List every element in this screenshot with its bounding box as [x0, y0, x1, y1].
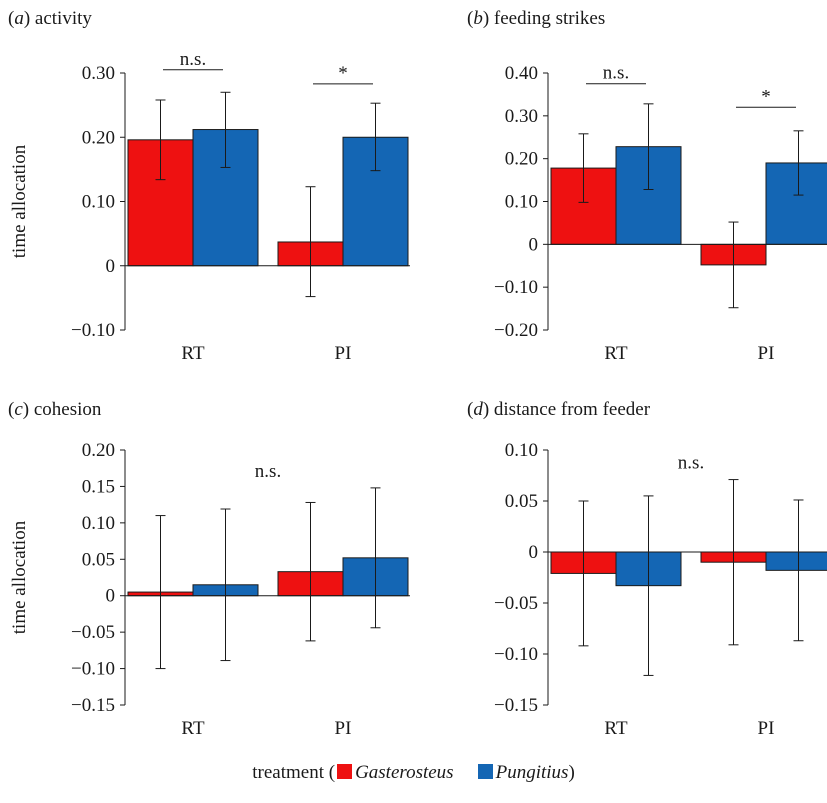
panel-c-y-tick-label: −0.15 [71, 695, 115, 716]
legend-swatch-gasterosteus [337, 764, 353, 779]
panel-a-significance-label: n.s. [180, 49, 206, 70]
panel-b-y-tick-label: 0.40 [505, 63, 538, 84]
panel-b-y-tick-label: 0.20 [505, 149, 538, 170]
panel-a-y-axis-label: time allocation [9, 144, 30, 258]
panel-d-y-tick-label: −0.05 [494, 593, 538, 614]
panel-b-y-tick-label: 0.10 [505, 192, 538, 213]
panel-b-y-tick-label: −0.10 [494, 277, 538, 298]
panel-a-significance-label: * [338, 63, 348, 84]
panel-a-y-tick-label: 0 [106, 256, 116, 277]
panel-c-y-tick-label: 0.05 [82, 549, 115, 570]
panel-a-y-tick-label: −0.10 [71, 320, 115, 341]
panel-c-y-tick-label: 0.20 [82, 440, 115, 461]
panel-d-y-tick-label: −0.15 [494, 695, 538, 716]
panel-c-y-tick-label: 0.10 [82, 513, 115, 534]
legend-suffix: ) [568, 762, 575, 783]
panel-c-x-tick-label: PI [335, 718, 352, 739]
legend: treatment ( Gasterosteus Pungitius) [0, 762, 827, 784]
legend-swatch-pungitius [477, 764, 493, 779]
panel-b-significance-label: * [761, 86, 771, 107]
panel-c-y-tick-label: 0.15 [82, 476, 115, 497]
panel-a-y-tick-label: 0.10 [82, 192, 115, 213]
legend-label-gasterosteus: Gasterosteus [355, 762, 454, 783]
panel-b-y-tick-label: 0.30 [505, 106, 538, 127]
panel-b-bar-pungitius-pi [765, 162, 827, 245]
panel-c-x-tick-label: RT [181, 718, 205, 739]
panel-d-x-tick-label: RT [604, 718, 628, 739]
panel-b-y-tick-label: 0 [529, 234, 539, 255]
panel-b-title: (b) feeding strikes [467, 8, 605, 29]
panel-d-y-tick-label: 0.10 [505, 440, 538, 461]
panel-d-y-tick-label: −0.10 [494, 644, 538, 665]
panel-b-x-tick-label: RT [604, 343, 628, 364]
panel-d-significance-label: n.s. [678, 452, 704, 473]
panel-c-y-tick-label: −0.05 [71, 622, 115, 643]
panel-c-y-axis-label: time allocation [9, 520, 30, 634]
panel-a-x-tick-label: RT [181, 343, 205, 364]
panel-d-title: (d) distance from feeder [467, 399, 651, 420]
panel-d-y-tick-label: 0 [529, 542, 539, 563]
panel-a-title: (a) activity [8, 8, 92, 29]
figure-canvas: (a) activity −0.10 0 0.10 0.20 0.30 time alloc… [8, 8, 827, 739]
panel-d-x-tick-label: PI [758, 718, 775, 739]
panel-a-x-tick-label: PI [335, 343, 352, 364]
legend-prefix: treatment ( [252, 762, 336, 783]
panel-d-bar-pungitius-pi [765, 551, 827, 571]
panel-a-y-tick-label: 0.20 [82, 127, 115, 148]
panel-a-y-tick-label: 0.30 [82, 63, 115, 84]
panel-c-title: (c) cohesion [8, 399, 102, 420]
panel-c-significance-label: n.s. [255, 461, 281, 482]
panel-b-y-tick-label: −0.20 [494, 320, 538, 341]
panel-b-significance-label: n.s. [603, 63, 629, 84]
panel-c-y-tick-label: −0.10 [71, 659, 115, 680]
panel-c-y-tick-label: 0 [106, 586, 116, 607]
panel-b-x-tick-label: PI [758, 343, 775, 364]
legend-label-pungitius: Pungitius [495, 762, 569, 783]
panel-d-y-tick-label: 0.05 [505, 491, 538, 512]
